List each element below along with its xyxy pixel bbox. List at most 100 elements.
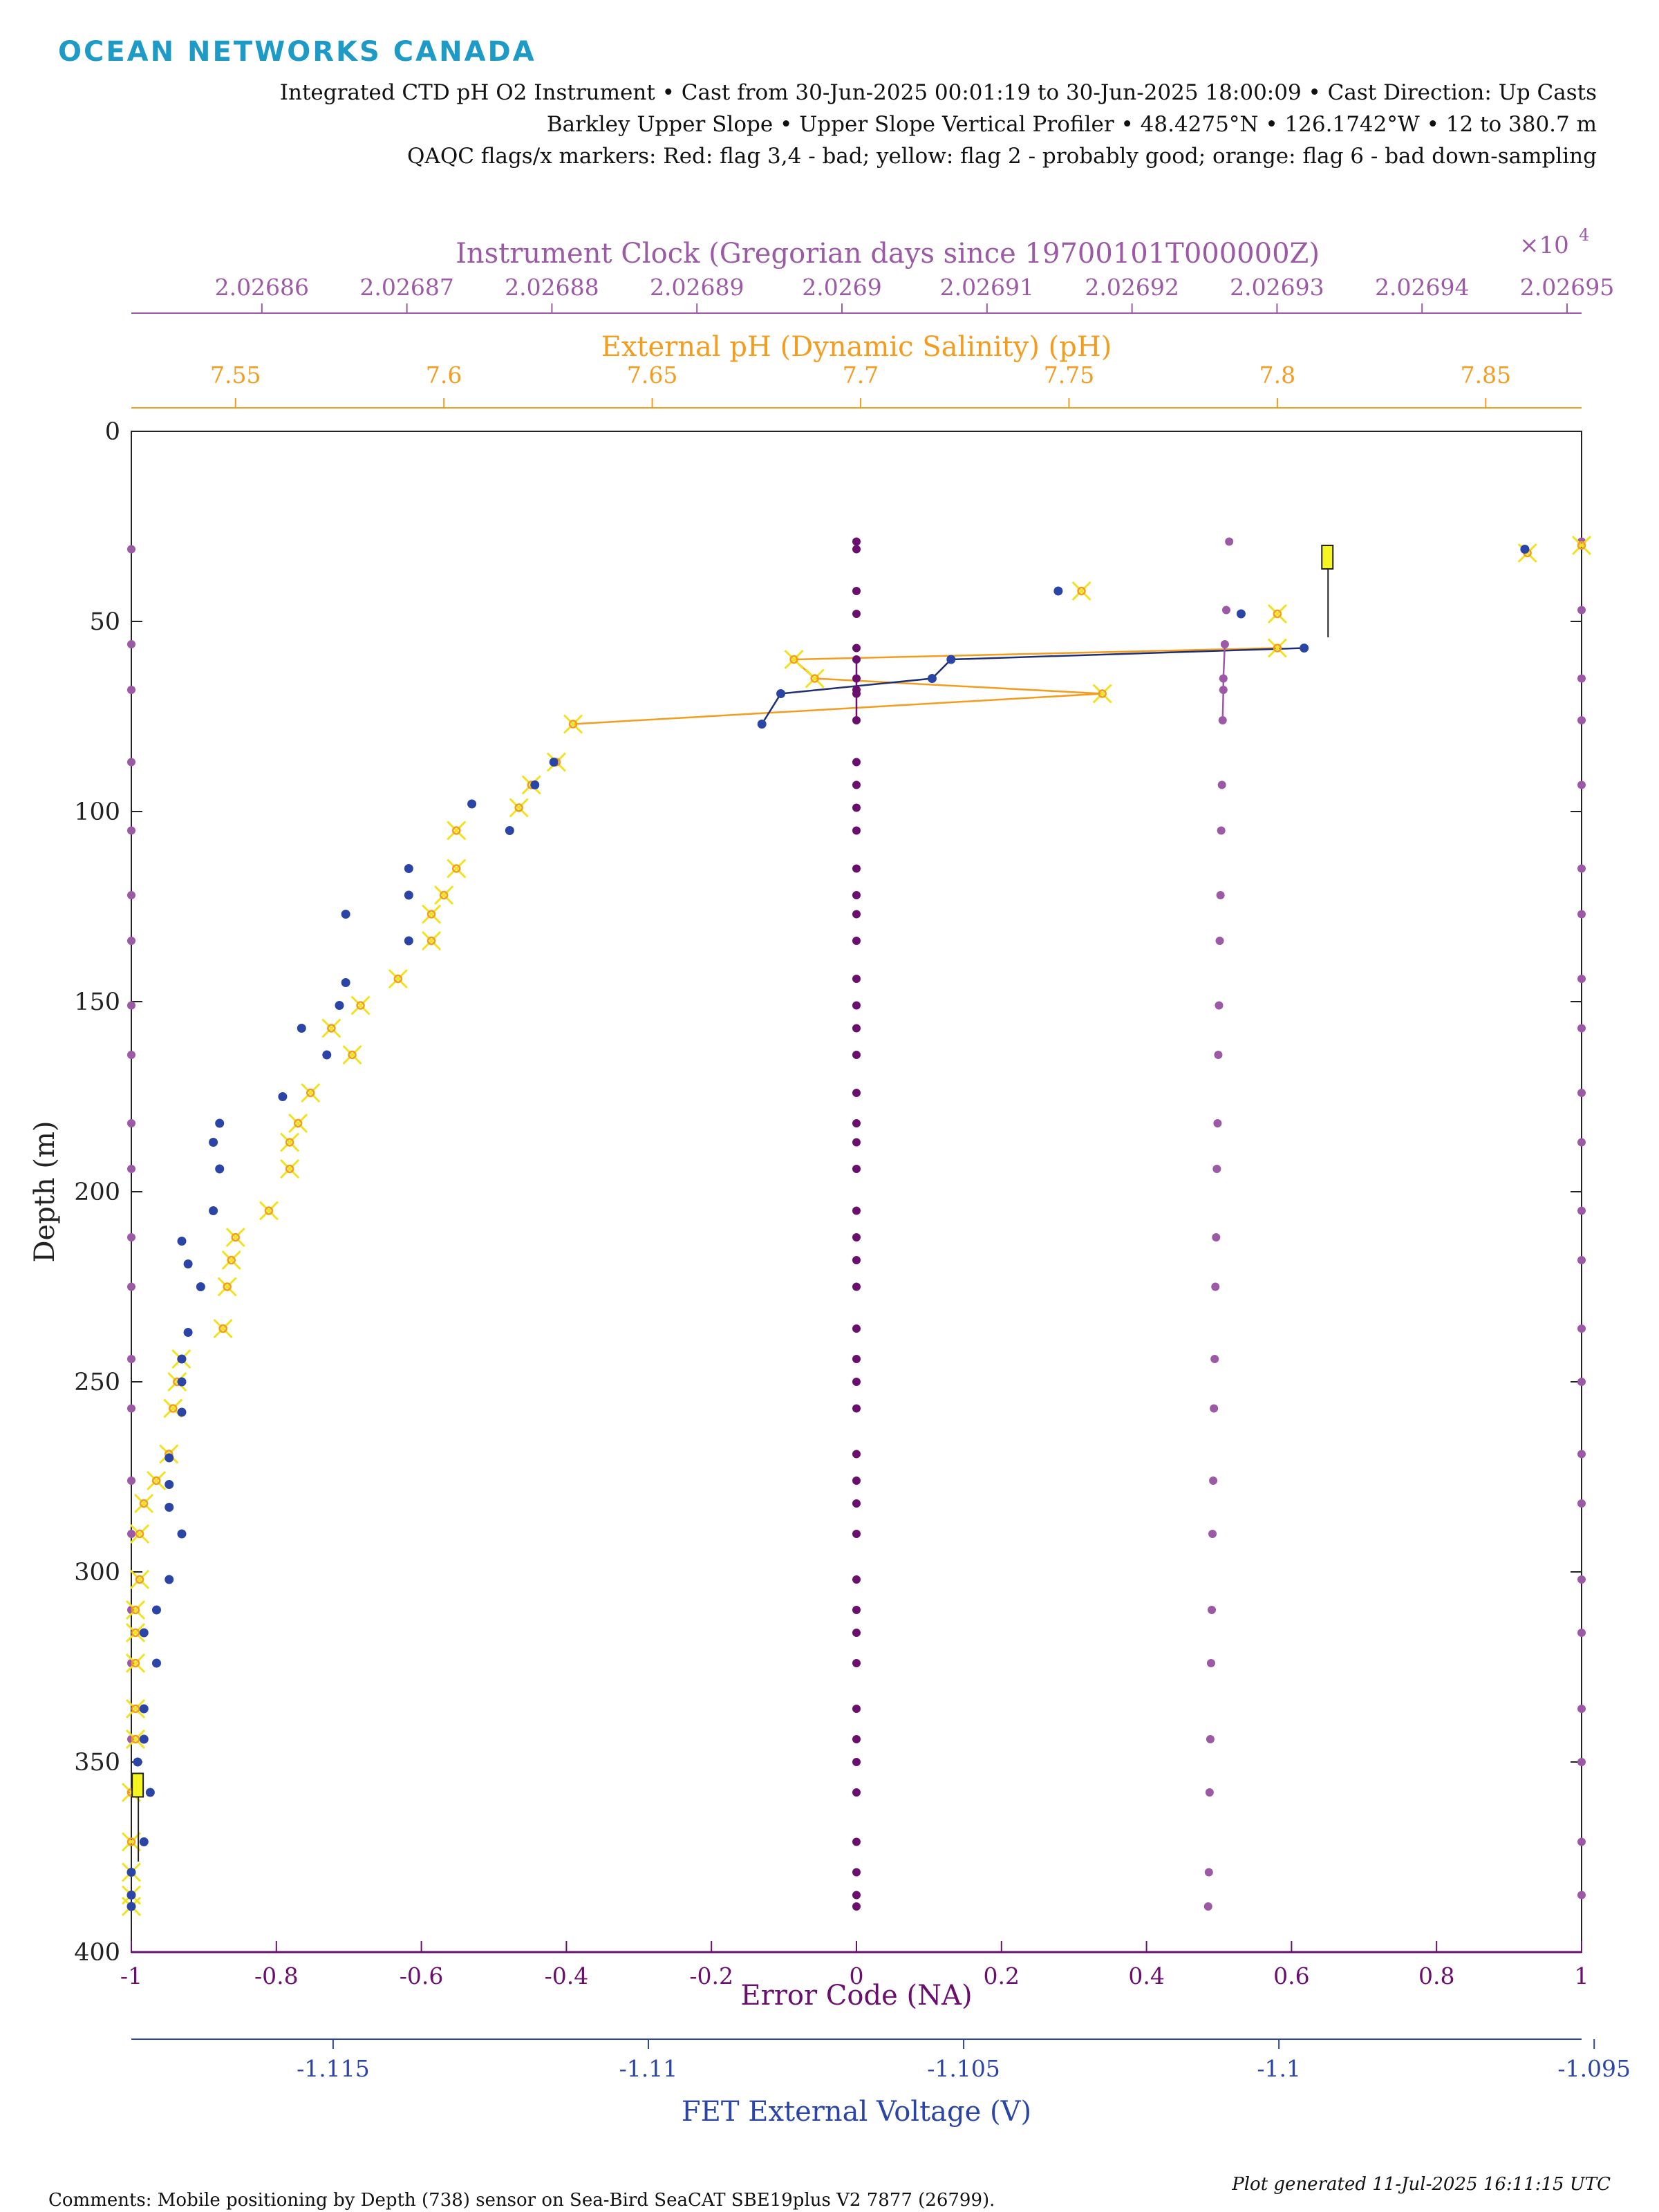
ph-point: [568, 720, 578, 729]
voltage-point: [1520, 545, 1530, 554]
error-point: [852, 1206, 861, 1215]
ph-flag-x: [509, 798, 529, 818]
onc-logo: OCEAN NETWORKS CANADA: [58, 36, 536, 68]
ph-point: [348, 1050, 357, 1060]
ph-flag-x: [434, 885, 454, 906]
voltage-tick-label: -1.11: [619, 2055, 678, 2082]
ph-point: [427, 910, 436, 919]
ph-flag-x: [213, 1318, 233, 1339]
ph-point: [131, 1704, 140, 1714]
error-tick-label: 0.4: [1128, 1962, 1164, 1989]
error-point: [852, 910, 861, 919]
voltage-point: [946, 655, 956, 664]
error-second-point: [1214, 1051, 1223, 1059]
ph-axis: 7.55 7.6 7.65 7.7 7.75 7.8 7.85 External pH (Dy…: [131, 331, 1582, 409]
error-point: [852, 1355, 861, 1363]
ph-point: [151, 1476, 161, 1485]
error-point: [852, 826, 861, 835]
error-second-point: [1211, 1282, 1220, 1291]
clock-exponent: 4: [1579, 225, 1589, 245]
ph-flag-x: [1517, 543, 1537, 563]
error-second-point: [1219, 674, 1228, 683]
ph-flag-x: [167, 1371, 187, 1392]
ph-point: [306, 1088, 315, 1098]
depth-tick-label: 50: [89, 608, 120, 636]
error-second-point: [1210, 1355, 1219, 1363]
error-tick-label: 1: [1575, 1962, 1589, 1989]
clock-tick-label: 2.02695: [1520, 274, 1614, 301]
voltage-point: [209, 1138, 218, 1147]
ph-point: [218, 1324, 227, 1333]
ph-point: [231, 1232, 240, 1242]
ph-point: [169, 1404, 178, 1413]
clock-tick-label: 2.02693: [1230, 274, 1324, 301]
clock-axis-label: Instrument Clock (Gregorian days since 1…: [456, 238, 1320, 270]
ph-tick-label: 7.55: [210, 362, 261, 388]
clock-point: [127, 937, 135, 945]
error-point: [852, 689, 861, 698]
ph-flag-x: [288, 1113, 308, 1134]
clock-point: [127, 1404, 135, 1413]
clock-point: [127, 1233, 135, 1241]
clock-point: [127, 1282, 135, 1291]
ph-point: [1577, 541, 1586, 550]
depth-tick-label: 400: [74, 1939, 120, 1967]
ph-flag-x: [129, 1524, 150, 1544]
ph-flag-x: [805, 668, 825, 688]
ph-flag-x: [280, 1159, 300, 1179]
error-second-point: [1206, 1735, 1215, 1743]
voltage-point: [126, 1902, 136, 1911]
depth-tick-label: 250: [74, 1369, 120, 1396]
ph-point: [131, 1658, 140, 1668]
ph-flag-x: [301, 1082, 321, 1103]
error-point: [852, 1256, 861, 1264]
voltage-point: [126, 1868, 136, 1877]
ph-point: [131, 1628, 140, 1638]
voltage-tick-label: -1.115: [297, 2055, 370, 2082]
ph-flag-x: [163, 1398, 183, 1418]
voltage-point: [165, 1575, 174, 1584]
voltage-point: [133, 1757, 142, 1767]
ph-flag-x: [225, 1227, 245, 1248]
ph-connect-line: [572, 647, 1277, 725]
error-tick-label: -1: [120, 1962, 142, 1989]
ph-tick-label: 7.6: [426, 362, 462, 388]
ph-flag-x: [447, 821, 467, 841]
clock-point: [127, 1165, 135, 1173]
clock-tick-label: 2.02687: [359, 274, 453, 301]
error-point: [852, 758, 861, 767]
voltage-point: [404, 864, 413, 873]
ph-point: [789, 655, 798, 664]
plot-generated: Plot generated 11-Jul-2025 16:11:15 UTC: [1232, 2174, 1611, 2195]
voltage-tick-label: -1.105: [927, 2055, 1000, 2082]
clock-point: [1577, 1705, 1586, 1713]
error-point: [852, 975, 861, 983]
voltage-point: [177, 1237, 187, 1246]
ph-point: [131, 1734, 140, 1744]
error-point: [852, 1575, 861, 1584]
voltage-point: [196, 1282, 205, 1291]
voltage-point: [177, 1407, 187, 1417]
voltage-point: [215, 1164, 225, 1174]
voltage-tick-label: -1.095: [1557, 2055, 1631, 2082]
ph-flag-x: [125, 1600, 146, 1620]
comments: Comments: Mobile positioning by Depth (7…: [48, 2190, 995, 2211]
ph-point: [223, 1282, 232, 1291]
ph-point: [451, 864, 461, 873]
error-second-point: [1205, 1788, 1214, 1797]
voltage-point: [530, 780, 540, 789]
clock-tick-label: 2.02694: [1375, 274, 1469, 301]
ph-point: [356, 1001, 365, 1010]
clock-point: [1577, 975, 1586, 983]
depth-tick-label: 200: [74, 1179, 120, 1206]
ph-flag-x: [125, 1698, 146, 1719]
depth-axis-label: Depth (m): [29, 1121, 61, 1262]
ph-point: [1098, 689, 1107, 698]
clock-point: [1577, 1629, 1586, 1637]
error-second-point: [1218, 716, 1227, 724]
ph-point: [1273, 644, 1282, 653]
error-point: [852, 1089, 861, 1097]
clock-point: [127, 891, 135, 899]
ph-flag-x: [784, 649, 804, 670]
